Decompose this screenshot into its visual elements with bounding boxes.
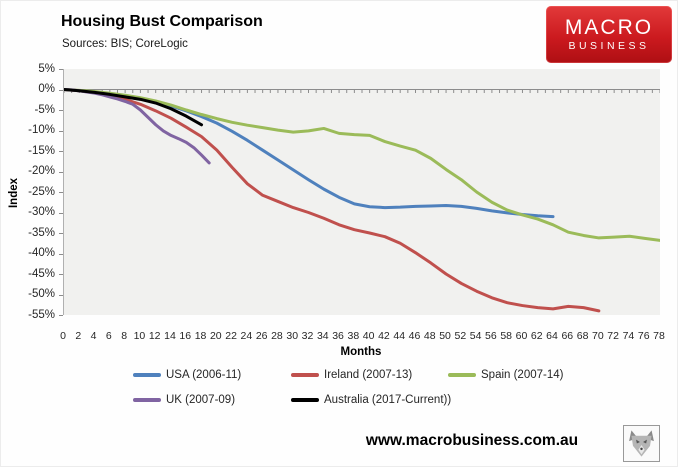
x-tick-label: 26 bbox=[255, 330, 268, 342]
x-tick-label: 44 bbox=[393, 330, 406, 342]
y-tick-label: 5% bbox=[38, 62, 55, 75]
x-tick-label: 70 bbox=[592, 330, 604, 342]
legend-item-australia: Australia (2017-Current)) bbox=[291, 393, 451, 407]
x-tick-label: 64 bbox=[546, 330, 558, 342]
x-axis-title: Months bbox=[340, 346, 382, 358]
x-tick-label: 52 bbox=[454, 330, 467, 342]
y-tick-mark bbox=[59, 89, 63, 91]
x-tick-label: 50 bbox=[439, 330, 451, 342]
y-tick-mark bbox=[59, 110, 63, 111]
series-australia-line bbox=[64, 88, 204, 127]
legend-swatch-ireland bbox=[291, 373, 319, 377]
x-tick-label: 36 bbox=[332, 330, 344, 342]
x-tick-label: 34 bbox=[316, 330, 329, 342]
x-tick-label: 66 bbox=[561, 330, 574, 342]
x-tick-label: 16 bbox=[179, 330, 192, 342]
y-tick-mark bbox=[59, 192, 63, 193]
y-tick-label: -15% bbox=[28, 144, 55, 157]
chart-subtitle: Sources: BIS; CoreLogic bbox=[62, 38, 188, 50]
series-ireland-line bbox=[64, 88, 601, 313]
y-tick-label: -30% bbox=[28, 206, 55, 218]
x-tick-label: 60 bbox=[515, 330, 528, 342]
legend-label-uk: UK (2007-09) bbox=[166, 394, 236, 406]
x-tick-label: 28 bbox=[271, 330, 283, 342]
x-tick-label: 18 bbox=[194, 330, 207, 342]
legend-item-spain: Spain (2007-14) bbox=[448, 368, 563, 382]
legend-swatch-usa bbox=[133, 373, 161, 377]
site-url: www.macrobusiness.com.au bbox=[365, 432, 579, 449]
wolf-logo-icon bbox=[623, 425, 660, 462]
x-tick-label: 62 bbox=[530, 330, 543, 342]
y-tick-label: -5% bbox=[34, 103, 55, 116]
y-tick-label: -35% bbox=[28, 226, 55, 239]
legend-label-spain: Spain (2007-14) bbox=[481, 369, 564, 381]
y-tick-mark bbox=[59, 151, 63, 152]
x-tick-label: 74 bbox=[622, 330, 635, 342]
x-tick-label: 20 bbox=[209, 330, 222, 342]
y-tick-mark bbox=[59, 212, 63, 214]
x-tick-label: 76 bbox=[637, 330, 650, 342]
y-tick-label: 0% bbox=[38, 83, 55, 95]
y-tick-mark bbox=[59, 294, 63, 296]
y-tick-label: -10% bbox=[28, 124, 55, 136]
legend-swatch-australia bbox=[291, 398, 319, 402]
x-tick-label: 54 bbox=[469, 330, 482, 342]
x-tick-label: 48 bbox=[423, 330, 436, 342]
logo-text-business: BUSINESS bbox=[568, 40, 650, 52]
y-tick-mark bbox=[59, 69, 63, 70]
x-tick-label: 4 bbox=[90, 330, 97, 342]
legend-swatch-uk bbox=[133, 398, 161, 402]
chart-title: Housing Bust Comparison bbox=[61, 13, 263, 30]
legend-label-usa: USA (2006-11) bbox=[166, 369, 242, 381]
x-tick-label: 22 bbox=[225, 330, 237, 342]
x-tick-label: 58 bbox=[500, 330, 513, 342]
x-tick-label: 38 bbox=[347, 330, 360, 342]
x-tick-label: 14 bbox=[164, 330, 176, 342]
y-tick-label: -40% bbox=[28, 247, 55, 259]
plot-svg bbox=[64, 88, 660, 313]
y-tick-label: -20% bbox=[28, 165, 55, 177]
legend-item-usa: USA (2006-11) bbox=[133, 368, 241, 382]
x-tick-label: 32 bbox=[301, 330, 314, 342]
series-spain-line bbox=[64, 88, 660, 242]
x-tick-label: 12 bbox=[148, 330, 161, 342]
legend-item-ireland: Ireland (2007-13) bbox=[291, 368, 412, 382]
y-tick-mark bbox=[59, 171, 63, 173]
y-tick-label: -50% bbox=[28, 288, 55, 300]
legend-label-ireland: Ireland (2007-13) bbox=[324, 369, 413, 381]
x-tick-label: 42 bbox=[378, 330, 390, 342]
x-tick-label: 46 bbox=[408, 330, 421, 342]
x-tick-label: 78 bbox=[653, 330, 665, 342]
x-tick-label: 40 bbox=[362, 330, 375, 342]
x-tick-label: 6 bbox=[105, 330, 112, 342]
wolf-drawing bbox=[629, 430, 654, 457]
x-tick-label: 8 bbox=[121, 330, 128, 342]
x-tick-label: 56 bbox=[485, 330, 497, 342]
macrobusiness-logo: MACRO BUSINESS bbox=[546, 6, 672, 63]
y-tick-mark bbox=[59, 130, 63, 132]
x-tick-label: 10 bbox=[133, 330, 146, 342]
y-tick-label: -45% bbox=[28, 267, 55, 280]
legend-label-australia: Australia (2017-Current)) bbox=[324, 394, 452, 406]
x-tick-label: 24 bbox=[240, 330, 253, 342]
y-tick-label: -25% bbox=[28, 185, 55, 198]
legend-item-uk: UK (2007-09) bbox=[133, 393, 235, 407]
y-tick-label: -55% bbox=[28, 308, 55, 321]
y-tick-mark bbox=[59, 274, 63, 275]
legend-swatch-spain bbox=[448, 373, 476, 377]
x-tick-label: 2 bbox=[75, 330, 82, 342]
x-tick-label: 30 bbox=[286, 330, 299, 342]
x-tick-label: 68 bbox=[576, 330, 589, 342]
x-tick-label: 0 bbox=[60, 330, 66, 342]
plot-area bbox=[63, 69, 660, 315]
y-tick-mark bbox=[59, 315, 63, 316]
y-tick-mark bbox=[59, 253, 63, 255]
x-tick-label: 72 bbox=[607, 330, 619, 342]
logo-text-macro: MACRO bbox=[564, 16, 654, 39]
y-tick-mark bbox=[59, 233, 63, 234]
